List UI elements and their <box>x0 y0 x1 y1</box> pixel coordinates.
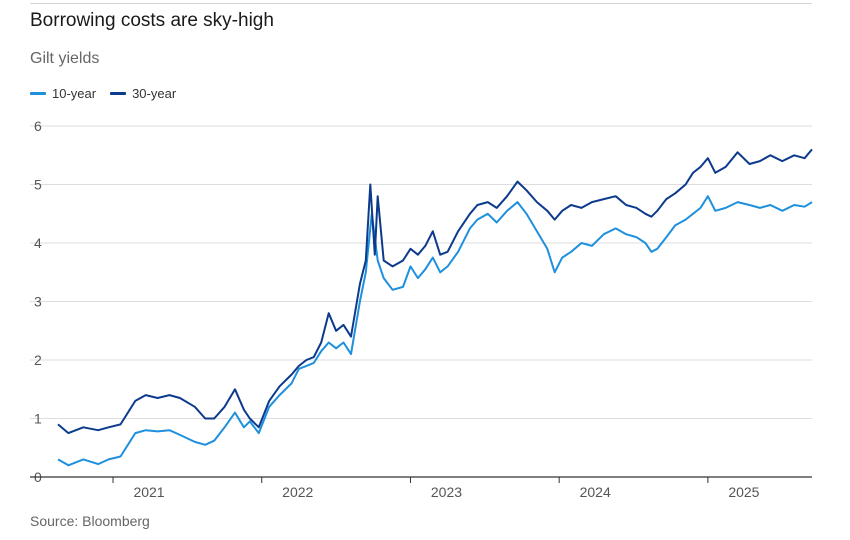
y-tick-label-3: 3 <box>34 294 42 310</box>
legend-swatch-10-year <box>30 92 46 95</box>
y-tick-label-4: 4 <box>34 235 42 251</box>
chart-subtitle: Gilt yields <box>30 50 100 67</box>
y-tick-label-5: 5 <box>34 177 42 193</box>
legend-item-30-year: 30-year <box>110 86 176 101</box>
legend-label-30-year: 30-year <box>132 86 177 101</box>
x-tick-label-2023: 2023 <box>431 484 462 500</box>
x-tick-label-2021: 2021 <box>133 484 164 500</box>
legend-swatch-30-year <box>110 92 127 95</box>
series-line-10-year <box>57 195 813 467</box>
legend: 10-year 30-year <box>30 86 190 101</box>
chart-title: Borrowing costs are sky-high <box>30 10 274 31</box>
series-line-30-year <box>57 148 813 435</box>
y-tick-label-2: 2 <box>34 352 42 368</box>
x-tick-label-2024: 2024 <box>580 484 611 500</box>
x-tick-label-2025: 2025 <box>728 484 759 500</box>
y-tick-label-6: 6 <box>34 118 42 134</box>
y-tick-label-1: 1 <box>34 411 42 427</box>
legend-item-10-year: 10-year <box>30 86 96 101</box>
grid-layer <box>30 125 812 419</box>
top-rule <box>30 3 812 4</box>
legend-label-10-year: 10-year <box>52 86 97 101</box>
source-note: Source: Bloomberg <box>30 513 150 529</box>
x-tick-label-2022: 2022 <box>282 484 313 500</box>
series-layer <box>57 148 813 467</box>
